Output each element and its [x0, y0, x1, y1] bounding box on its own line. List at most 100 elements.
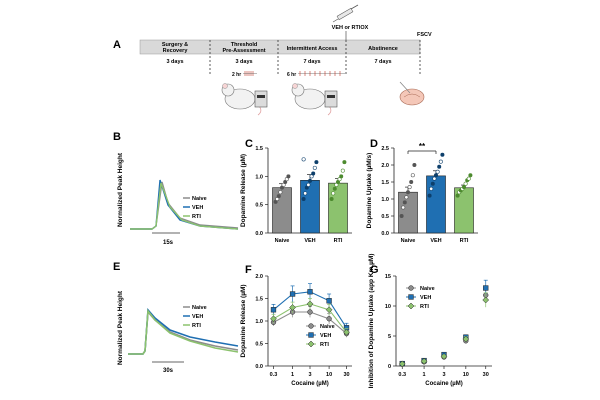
bar	[328, 182, 348, 234]
syringe-icon	[332, 4, 359, 23]
data-point	[409, 180, 414, 185]
marker	[308, 332, 314, 338]
panel-e: E Normalized Peak Height 30s Naive VEH R…	[113, 261, 239, 374]
panel-label-b: B	[113, 131, 121, 143]
data-point	[307, 178, 312, 183]
x-tick-label: 1	[291, 372, 294, 378]
data-point	[306, 182, 311, 187]
timeline-bar	[139, 39, 421, 55]
data-point	[410, 173, 415, 178]
marker	[408, 285, 414, 291]
y-axis-label: Inhibition of Dopamine Uptake (app Km,µM…	[368, 254, 375, 389]
data-point	[435, 169, 440, 174]
x-tick-label: 30	[483, 372, 489, 378]
data-point	[332, 186, 337, 191]
panel-label-g: G	[370, 264, 379, 276]
panel-label-f: F	[245, 264, 252, 276]
fscv-label: FSCV	[417, 32, 432, 38]
data-point	[278, 190, 283, 195]
legend-label: Naive	[420, 286, 435, 292]
panel-e-ylabel: Normalized Peak Height	[117, 290, 124, 365]
x-tick-label: 0.3	[398, 372, 406, 378]
data-point	[339, 174, 344, 179]
x-tick-label: VEH	[304, 238, 315, 244]
data-point	[276, 194, 281, 199]
marker	[307, 340, 315, 348]
panel-b-ylabel: Normalized Peak Height	[117, 152, 124, 227]
phase-name: Threshold	[231, 42, 258, 48]
marker	[462, 335, 470, 343]
legend-label-veh: VEH	[192, 314, 203, 320]
x-tick-label: 3	[308, 372, 311, 378]
phase-name: Intermittent Access	[287, 46, 338, 52]
data-point	[312, 165, 317, 170]
trace-naive	[130, 181, 239, 230]
x-axis-label: Cocaine (µM)	[425, 381, 462, 387]
data-point	[412, 163, 417, 168]
y-tick-label: 1.5	[255, 297, 263, 303]
legend-label-rti: RTI	[192, 323, 201, 329]
marker	[270, 307, 277, 313]
y-tick-label: 0.5	[255, 342, 263, 348]
panel-label-e: E	[113, 261, 120, 273]
data-point	[399, 214, 404, 219]
data-point	[427, 193, 432, 198]
lever-box-icon	[254, 90, 268, 108]
x-tick-label: Naive	[401, 238, 416, 244]
x-tick-label: RTI	[460, 238, 469, 244]
panel-label-d: D	[370, 138, 378, 150]
marker	[343, 328, 350, 336]
rat-icon	[221, 83, 262, 116]
significance-label: **	[419, 142, 426, 151]
panel-b-time: 15s	[163, 240, 174, 246]
y-tick-label: 1.0	[255, 174, 263, 180]
x-tick-label: 30	[343, 372, 349, 378]
phase-days: 3 days	[166, 59, 183, 65]
data-point	[430, 181, 435, 186]
data-point	[314, 160, 319, 165]
data-point	[286, 174, 291, 179]
marker	[308, 323, 314, 329]
y-axis-label: Dopamine Release (µM)	[240, 284, 247, 357]
marker	[307, 289, 313, 295]
x-tick-label: RTI	[334, 238, 343, 244]
panel-e-time: 30s	[163, 368, 174, 374]
marker	[483, 285, 489, 291]
marker	[326, 316, 332, 322]
marker	[440, 353, 448, 360]
y-axis-label: Dopamine Release (µM)	[240, 154, 247, 227]
phase-name: Pre-Assessment	[222, 48, 265, 54]
legend-label-veh: VEH	[192, 205, 203, 211]
legend-label-naive: Naive	[192, 196, 207, 202]
marker	[270, 315, 277, 323]
marker	[289, 291, 296, 297]
x-tick-label: 0.3	[270, 372, 278, 378]
bar	[300, 180, 320, 234]
marker	[325, 306, 333, 314]
data-point	[432, 176, 437, 181]
data-point	[301, 197, 306, 202]
y-tick-label: 0.5	[381, 214, 389, 220]
y-tick-label: 0	[388, 364, 391, 370]
brain-slice-icon	[399, 81, 425, 106]
ia-session-label: 6 hr	[287, 72, 296, 78]
data-point	[466, 176, 471, 181]
panel-a: A Surgery & Recovery Threshold Pre-Asses…	[113, 4, 432, 116]
y-tick-label: 1.5	[255, 146, 263, 152]
bar	[426, 175, 446, 234]
y-tick-label: 0.5	[255, 203, 263, 209]
x-tick-label: 1	[423, 372, 426, 378]
data-point	[463, 181, 468, 186]
bar	[272, 187, 292, 234]
data-point	[437, 164, 442, 169]
threshold-session-label: 2 hr	[232, 72, 241, 78]
marker	[420, 357, 428, 365]
y-tick-label: 1.0	[255, 319, 263, 325]
rat-icon	[291, 83, 332, 116]
data-point	[404, 195, 409, 200]
phase-name: Surgery &	[162, 42, 188, 48]
data-point	[461, 185, 466, 190]
legend-label: Naive	[320, 324, 335, 330]
y-tick-label: 2.0	[381, 163, 389, 169]
